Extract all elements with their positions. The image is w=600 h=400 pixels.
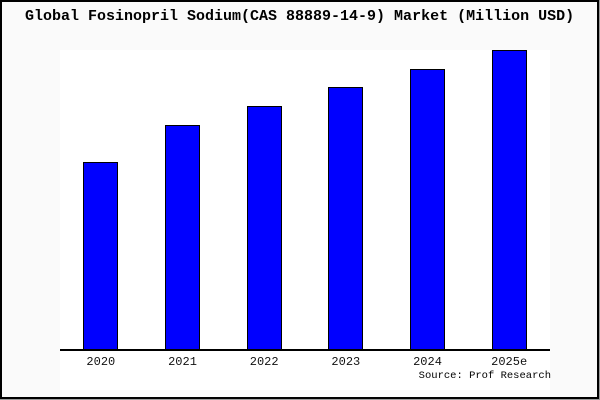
x-axis-line (60, 349, 550, 351)
bar-2023 (328, 87, 364, 350)
x-tick-2023: 2023 (331, 355, 361, 369)
chart-title: Global Fosinopril Sodium(CAS 88889-14-9)… (25, 8, 575, 25)
x-tick-2024: 2024 (413, 355, 442, 369)
plot-area (60, 50, 550, 350)
bar-2022 (246, 106, 282, 350)
x-tick-2022: 2022 (249, 355, 279, 369)
bar-2025e (491, 50, 527, 350)
x-tick-2025e: 2025e (491, 355, 528, 369)
source-credit: Source: Prof Research (418, 370, 551, 382)
bar-2021 (165, 125, 200, 350)
x-tick-2020: 2020 (86, 355, 116, 369)
plot-background (60, 50, 550, 390)
bar-2020 (83, 162, 119, 350)
bar-2024 (410, 69, 445, 350)
x-tick-2021: 2021 (168, 355, 197, 369)
